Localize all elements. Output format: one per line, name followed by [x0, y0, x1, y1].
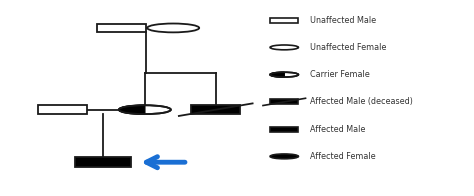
- Ellipse shape: [119, 105, 171, 114]
- Text: Carrier Female: Carrier Female: [310, 70, 370, 79]
- Bar: [37, 105, 87, 114]
- Text: Unaffected Male: Unaffected Male: [310, 16, 376, 25]
- Bar: [270, 100, 299, 104]
- Ellipse shape: [147, 24, 199, 32]
- Text: Affected Male: Affected Male: [310, 125, 365, 134]
- Bar: [191, 105, 240, 114]
- Bar: [270, 18, 299, 23]
- Bar: [74, 157, 131, 167]
- Ellipse shape: [270, 72, 299, 77]
- Bar: [97, 24, 146, 32]
- Ellipse shape: [270, 45, 299, 50]
- Text: Unaffected Female: Unaffected Female: [310, 43, 387, 52]
- Polygon shape: [270, 72, 284, 77]
- Polygon shape: [119, 105, 145, 114]
- Text: Affected Female: Affected Female: [310, 152, 376, 161]
- Bar: [270, 127, 299, 132]
- Text: Affected Male (deceased): Affected Male (deceased): [310, 97, 413, 106]
- Ellipse shape: [270, 154, 299, 159]
